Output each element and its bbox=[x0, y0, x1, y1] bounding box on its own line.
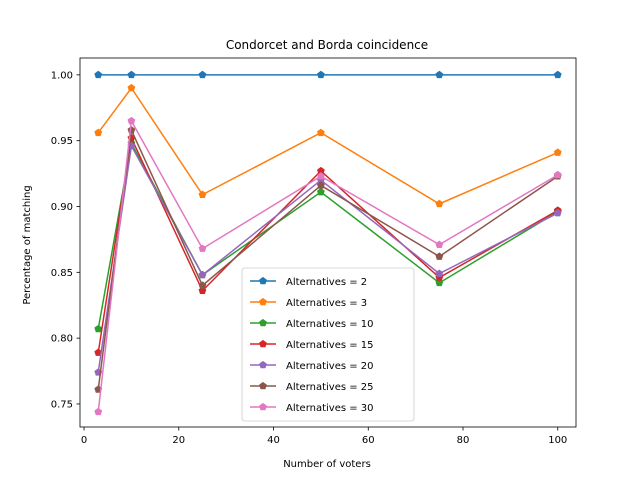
data-point-0-0 bbox=[94, 70, 103, 79]
data-point-0-3 bbox=[316, 70, 325, 79]
x-tick-label-0: 0 bbox=[81, 435, 87, 446]
data-point-4-2 bbox=[198, 270, 207, 279]
data-point-6-3 bbox=[316, 172, 325, 180]
x-tick-label-4: 80 bbox=[457, 435, 470, 446]
data-point-0-4 bbox=[435, 70, 444, 79]
data-point-0-2 bbox=[198, 70, 207, 79]
x-tick-label-3: 60 bbox=[362, 435, 375, 446]
axes-frame bbox=[79, 57, 577, 428]
y-tick-label-4: 0.95 bbox=[51, 136, 73, 147]
legend-swatch-marker-5 bbox=[259, 381, 267, 390]
legend-box bbox=[241, 267, 415, 422]
data-point-0-1 bbox=[127, 70, 136, 79]
y-tick-label-2: 0.85 bbox=[51, 268, 73, 279]
data-point-6-1 bbox=[127, 116, 136, 125]
legend-label-3: Alternatives = 15 bbox=[286, 340, 374, 351]
data-point-6-4 bbox=[435, 240, 444, 248]
legend-label-4: Alternatives = 20 bbox=[286, 361, 374, 372]
data-point-6-2 bbox=[198, 244, 207, 252]
y-axis-label: Percentage of matching bbox=[22, 185, 33, 304]
legend-swatch-marker-0 bbox=[259, 276, 267, 285]
data-point-2-0 bbox=[94, 324, 103, 333]
series-line-4 bbox=[97, 143, 559, 373]
legend-swatch-marker-4 bbox=[259, 360, 267, 369]
x-tick-label-2: 40 bbox=[267, 435, 280, 446]
legend-label-0: Alternatives = 2 bbox=[286, 277, 367, 288]
data-point-1-2 bbox=[198, 190, 207, 198]
data-point-1-1 bbox=[127, 83, 136, 92]
x-tick-label-1: 20 bbox=[172, 435, 185, 446]
data-point-5-3 bbox=[316, 181, 325, 189]
plot-area: 0 20 40 60 80 100 0.75 0.80 0.85 0.90 0.95 1.00 bbox=[51, 57, 577, 446]
x-tick-label-5: 100 bbox=[548, 435, 567, 446]
data-point-5-2 bbox=[198, 281, 207, 289]
legend-swatch-marker-1 bbox=[259, 297, 267, 306]
y-tick-label-5: 1.00 bbox=[51, 70, 73, 81]
legend-label-1: Alternatives = 3 bbox=[286, 298, 367, 309]
chart-title: Condorcet and Borda coincidence bbox=[226, 38, 428, 52]
legend-label-5: Alternatives = 25 bbox=[286, 382, 374, 393]
legend-swatch-marker-3 bbox=[259, 339, 267, 348]
data-point-5-4 bbox=[435, 252, 444, 260]
legend-label-6: Alternatives = 30 bbox=[286, 403, 374, 414]
legend: Alternatives = 2 Alternatives = 3 Alternat… bbox=[241, 267, 415, 422]
data-point-1-3 bbox=[316, 128, 325, 137]
data-point-2-3 bbox=[316, 187, 325, 196]
series-line-6 bbox=[97, 118, 559, 412]
y-tick-label-0: 0.75 bbox=[51, 399, 73, 410]
data-point-4-5 bbox=[553, 208, 562, 217]
legend-swatch-marker-6 bbox=[259, 402, 267, 411]
data-point-6-5 bbox=[553, 170, 562, 179]
data-point-0-5 bbox=[553, 70, 562, 79]
y-tick-label-1: 0.80 bbox=[51, 334, 73, 345]
legend-swatch-marker-2 bbox=[259, 318, 267, 327]
data-point-6-0 bbox=[94, 407, 103, 416]
data-point-1-4 bbox=[435, 199, 444, 208]
legend-label-2: Alternatives = 10 bbox=[286, 319, 374, 330]
series-line-1 bbox=[97, 86, 559, 205]
y-tick-label-3: 0.90 bbox=[51, 202, 73, 213]
x-axis-label: Number of voters bbox=[283, 459, 371, 470]
data-point-1-0 bbox=[94, 128, 103, 137]
data-point-4-4 bbox=[435, 269, 444, 277]
data-point-1-5 bbox=[553, 148, 562, 156]
